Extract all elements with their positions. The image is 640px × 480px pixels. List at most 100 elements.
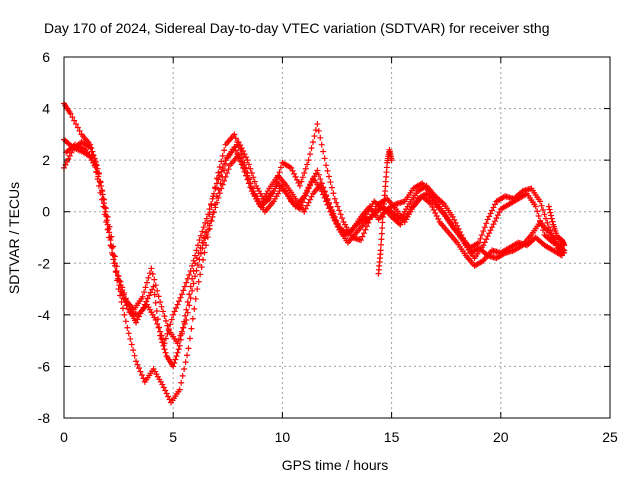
data-point bbox=[219, 181, 226, 188]
data-point bbox=[164, 322, 171, 329]
data-point bbox=[430, 206, 437, 213]
data-point bbox=[489, 207, 496, 214]
data-point bbox=[203, 231, 210, 238]
data-point bbox=[94, 165, 101, 172]
data-point bbox=[188, 325, 195, 332]
data-point bbox=[138, 372, 145, 379]
data-point bbox=[218, 185, 225, 192]
data-point bbox=[161, 313, 168, 320]
data-point bbox=[197, 232, 204, 239]
data-point bbox=[317, 176, 324, 183]
plot-frame bbox=[63, 56, 611, 419]
data-point bbox=[309, 176, 316, 183]
data-point bbox=[489, 224, 496, 231]
data-point bbox=[171, 359, 178, 366]
data-point bbox=[304, 202, 311, 209]
data-point bbox=[187, 283, 194, 290]
data-point bbox=[216, 172, 223, 179]
data-point bbox=[203, 215, 210, 222]
y-axis-label: SDTVAR / TECUs bbox=[6, 182, 22, 294]
data-point bbox=[232, 147, 239, 154]
data-point bbox=[339, 215, 346, 222]
data-point bbox=[475, 239, 482, 246]
data-point bbox=[308, 179, 315, 186]
data-point bbox=[76, 127, 83, 134]
data-point bbox=[168, 316, 175, 323]
data-point bbox=[113, 268, 120, 275]
data-point bbox=[206, 222, 213, 229]
data-point bbox=[213, 199, 220, 206]
data-point bbox=[388, 157, 395, 164]
y-tick-label: 0 bbox=[42, 204, 50, 220]
data-point bbox=[177, 294, 184, 301]
data-point bbox=[210, 190, 217, 197]
data-point bbox=[318, 141, 325, 148]
data-point bbox=[162, 387, 169, 394]
data-point bbox=[139, 293, 146, 300]
data-point bbox=[330, 212, 337, 219]
data-point bbox=[243, 169, 249, 176]
data-point bbox=[189, 287, 196, 294]
data-point bbox=[93, 161, 100, 168]
data-point bbox=[187, 268, 194, 275]
data-point bbox=[146, 270, 153, 277]
data-point bbox=[68, 149, 75, 156]
data-point bbox=[182, 312, 189, 319]
data-point bbox=[547, 209, 554, 216]
data-point bbox=[301, 170, 308, 177]
data-point bbox=[545, 224, 552, 231]
data-point bbox=[378, 241, 385, 248]
data-point bbox=[210, 209, 217, 216]
data-point bbox=[299, 199, 306, 206]
data-point bbox=[170, 363, 177, 370]
data-point bbox=[176, 298, 183, 305]
data-point bbox=[535, 213, 542, 220]
data-point bbox=[183, 306, 190, 313]
data-point bbox=[296, 206, 303, 213]
data-point bbox=[477, 235, 484, 242]
data-point bbox=[106, 229, 113, 236]
data-point bbox=[232, 135, 239, 142]
y-tick-label: -4 bbox=[38, 307, 51, 323]
data-point bbox=[149, 271, 156, 278]
data-point bbox=[159, 381, 166, 388]
data-point bbox=[158, 332, 165, 339]
y-tick-label: 2 bbox=[42, 152, 50, 168]
data-point bbox=[307, 151, 314, 158]
data-point bbox=[327, 179, 334, 186]
data-point bbox=[546, 206, 553, 213]
data-point bbox=[362, 226, 369, 233]
x-tick-label: 20 bbox=[493, 429, 509, 445]
data-point bbox=[244, 172, 251, 179]
data-point bbox=[119, 286, 126, 293]
data-point bbox=[119, 305, 126, 312]
data-point bbox=[540, 206, 547, 213]
data-point bbox=[304, 188, 311, 195]
data-point bbox=[183, 279, 190, 286]
chart-title: Day 170 of 2024, Sidereal Day-to-day VTE… bbox=[44, 20, 550, 36]
data-point bbox=[480, 228, 487, 235]
data-point bbox=[90, 152, 97, 159]
data-point bbox=[429, 203, 436, 210]
data-point bbox=[451, 216, 458, 223]
data-point bbox=[199, 245, 206, 252]
data-point bbox=[432, 210, 439, 217]
data-point bbox=[301, 195, 308, 202]
data-point bbox=[379, 219, 386, 226]
data-point bbox=[538, 202, 545, 209]
data-point bbox=[490, 204, 497, 211]
data-point bbox=[327, 204, 334, 211]
data-point bbox=[184, 309, 191, 316]
data-point bbox=[302, 165, 309, 172]
data-point bbox=[248, 184, 255, 191]
data-point bbox=[190, 257, 197, 264]
series-short-2 bbox=[545, 203, 568, 249]
data-point bbox=[178, 328, 185, 335]
data-point bbox=[304, 161, 311, 168]
data-point bbox=[307, 196, 314, 203]
y-tick-label: -6 bbox=[38, 358, 51, 374]
data-point bbox=[309, 139, 316, 146]
data-point bbox=[248, 170, 255, 177]
data-point bbox=[433, 213, 440, 220]
data-point bbox=[161, 340, 168, 347]
